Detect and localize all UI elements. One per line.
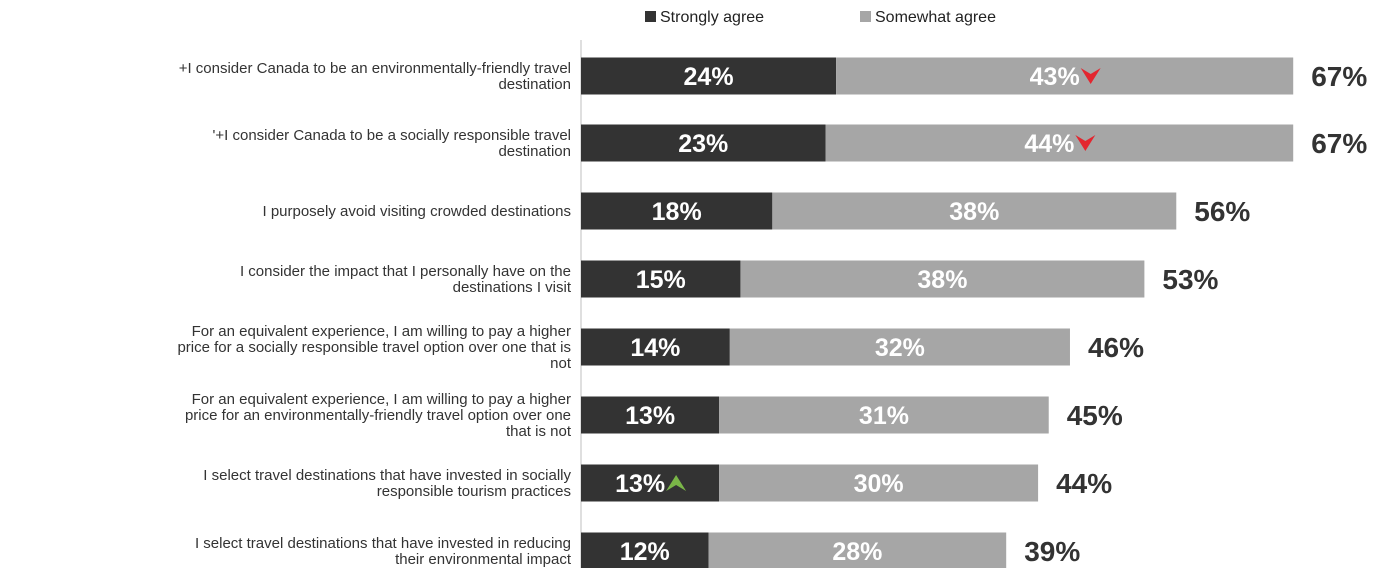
- bar-somewhat-agree: [708, 532, 1007, 568]
- bar-strongly-agree: [581, 464, 720, 502]
- bar-strongly-agree: [581, 260, 741, 298]
- data-label-somewhat-agree: 30%: [854, 470, 904, 498]
- category-label: I select travel destinations that have i…: [203, 467, 571, 500]
- category-label-line: I consider the impact that I personally …: [240, 263, 571, 280]
- category-label: I consider the impact that I personally …: [240, 263, 572, 296]
- category-label: For an equivalent experience, I am willi…: [177, 323, 571, 372]
- category-label-line: destination: [498, 76, 571, 93]
- category-label-line: I purposely avoid visiting crowded desti…: [262, 203, 571, 220]
- legend-swatch-somewhat-agree: [860, 11, 871, 22]
- category-label-line: '+I consider Canada to be a socially res…: [213, 127, 571, 144]
- total-label: 56%: [1194, 196, 1250, 227]
- data-label-somewhat-agree: 38%: [949, 198, 999, 226]
- category-label-line: I select travel destinations that have i…: [203, 467, 571, 484]
- category-label-line: price for an environmentally-friendly tr…: [185, 407, 571, 424]
- bar-strongly-agree: [581, 328, 730, 366]
- data-label-somewhat-agree: 31%: [859, 402, 909, 430]
- bar-somewhat-agree: [836, 57, 1294, 95]
- down-arrow-icon: [1075, 135, 1096, 151]
- total-label: 45%: [1067, 400, 1123, 431]
- category-label: '+I consider Canada to be a socially res…: [213, 127, 571, 160]
- category-label-line: responsible tourism practices: [377, 483, 571, 500]
- category-label-line: destinations I visit: [453, 279, 572, 296]
- bar-somewhat-agree: [825, 124, 1294, 162]
- bar-somewhat-agree: [719, 396, 1049, 434]
- category-label-line: price for a socially responsible travel …: [177, 339, 571, 356]
- total-label: 39%: [1024, 536, 1080, 567]
- up-arrow-icon: [666, 475, 687, 491]
- total-label: 53%: [1162, 264, 1218, 295]
- data-label-somewhat-agree: 28%: [832, 538, 882, 566]
- total-label: 46%: [1088, 332, 1144, 363]
- data-label-strongly-agree: 18%: [652, 198, 702, 226]
- category-label: +I consider Canada to be an environmenta…: [179, 60, 571, 93]
- data-label-strongly-agree: 13%: [615, 470, 665, 498]
- down-arrow-icon: [1080, 68, 1101, 84]
- data-label-strongly-agree: 12%: [620, 538, 670, 566]
- data-label-strongly-agree: 24%: [684, 63, 734, 91]
- legend-swatch-strongly-agree: [645, 11, 656, 22]
- bar-strongly-agree: [581, 532, 709, 568]
- category-label-line: destination: [498, 143, 571, 160]
- bar-somewhat-agree: [740, 260, 1145, 298]
- data-label-strongly-agree: 14%: [630, 334, 680, 362]
- bar-somewhat-agree: [772, 192, 1177, 230]
- data-label-strongly-agree: 13%: [625, 402, 675, 430]
- total-label: 67%: [1311, 61, 1367, 92]
- category-label-line: I select travel destinations that have i…: [195, 535, 571, 552]
- bar-somewhat-agree: [729, 328, 1070, 366]
- category-label-line: their environmental impact: [395, 551, 572, 568]
- bar-strongly-agree: [581, 57, 837, 95]
- data-label-strongly-agree: 23%: [678, 130, 728, 158]
- category-label-line: For an equivalent experience, I am willi…: [192, 323, 571, 340]
- category-label-line: +I consider Canada to be an environmenta…: [179, 60, 571, 77]
- bar-somewhat-agree: [719, 464, 1039, 502]
- data-label-somewhat-agree: 32%: [875, 334, 925, 362]
- category-label-line: that is not: [506, 423, 572, 440]
- total-label: 67%: [1311, 128, 1367, 159]
- category-label: I purposely avoid visiting crowded desti…: [262, 203, 571, 220]
- category-label-line: not: [550, 355, 572, 372]
- category-label: For an equivalent experience, I am willi…: [185, 391, 572, 440]
- data-label-somewhat-agree: 43%: [1030, 63, 1080, 91]
- total-label: 44%: [1056, 468, 1112, 499]
- bar-strongly-agree: [581, 124, 826, 162]
- data-label-somewhat-agree: 44%: [1024, 130, 1074, 158]
- category-label-line: For an equivalent experience, I am willi…: [192, 391, 571, 408]
- bar-strongly-agree: [581, 192, 773, 230]
- legend-label-strongly-agree: Strongly agree: [660, 9, 764, 26]
- bar-strongly-agree: [581, 396, 720, 434]
- data-label-somewhat-agree: 38%: [917, 266, 967, 294]
- category-label: I select travel destinations that have i…: [195, 535, 572, 568]
- legend-label-somewhat-agree: Somewhat agree: [875, 9, 996, 26]
- data-label-strongly-agree: 15%: [636, 266, 686, 294]
